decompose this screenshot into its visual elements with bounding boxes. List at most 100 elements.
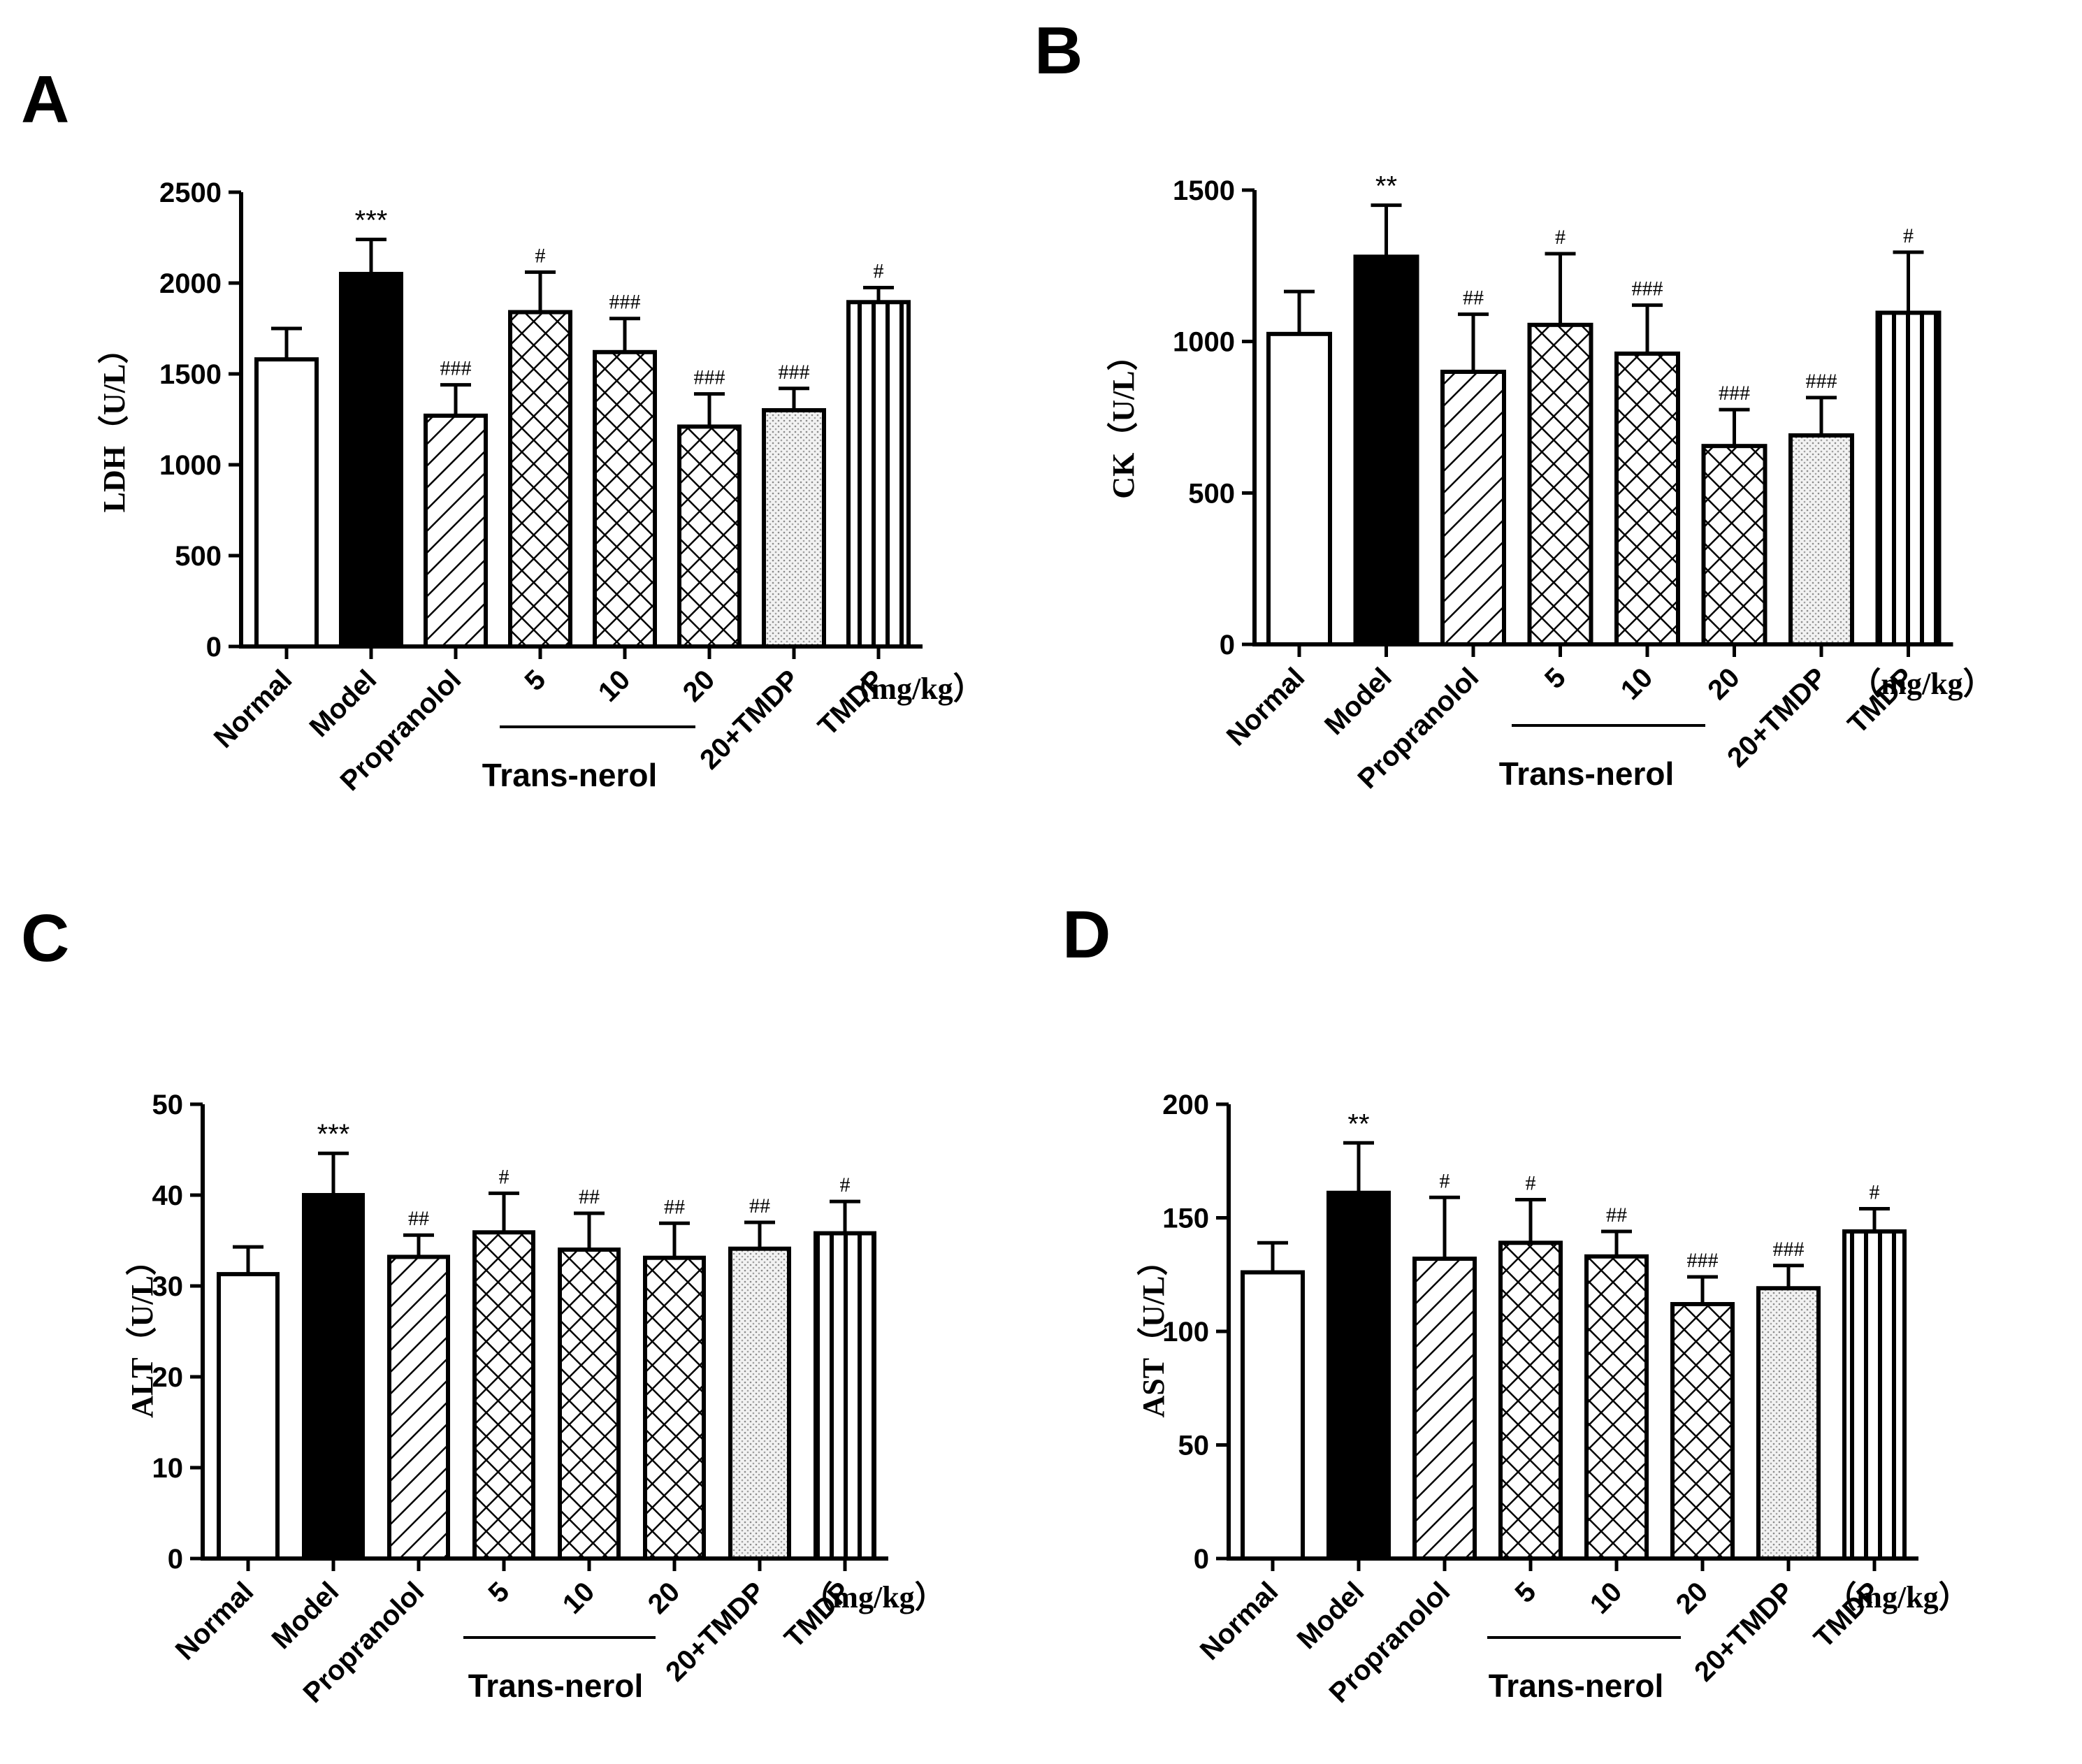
y-axis-label: ALT（U/L） [125,1245,159,1418]
y-axis-label: AST（U/L） [1136,1245,1171,1418]
significance-label: # [1870,1181,1880,1204]
panel-letter: D [1062,897,1111,972]
bar [424,413,488,649]
bar [387,1255,450,1561]
unit-label: （mg/kg） [802,1580,945,1614]
unit-label: （mg/kg） [1826,1580,1969,1614]
bar [1614,352,1680,646]
bar [254,357,319,649]
bar [1266,331,1332,646]
chart-panel-a: A 0 500 1000 1500 2000 2500 LDH（U/L） Normal Model… [21,62,984,797]
bar [593,349,657,649]
y-tick-label: 0 [1194,1544,1209,1575]
significance-label: # [1526,1172,1536,1195]
bar [339,272,403,649]
significance-label: ### [1806,370,1837,393]
y-tick-label: 0 [206,632,222,663]
x-tick-label: 10 [557,1576,601,1620]
bar [1412,1257,1477,1561]
bar [1842,1229,1907,1561]
y-tick-label: 10 [152,1453,184,1484]
y-tick-label: 100 [1162,1317,1209,1347]
y-tick-label: 500 [1188,478,1235,509]
bar [762,408,826,649]
unit-label: （mg/kg） [1850,667,1993,701]
bar [814,1231,876,1561]
y-tick-label: 200 [1162,1090,1209,1120]
panel-letter: C [21,901,69,976]
x-tick-label: 10 [593,664,637,708]
significance-label: # [535,244,546,267]
significance-label: ## [408,1207,429,1230]
significance-label: # [874,260,884,283]
y-tick-label: 1500 [1173,175,1235,206]
panel-letter: B [1034,13,1083,88]
bar [846,300,911,649]
x-tick-label: 20 [642,1576,686,1620]
significance-label: ### [1632,277,1663,301]
significance-label: # [840,1173,851,1197]
bar [217,1272,280,1561]
significance-label: ## [664,1195,685,1218]
y-tick-label: 2500 [159,178,222,208]
significance-label: ### [440,357,472,380]
bar [1326,1190,1391,1561]
y-tick-label: 40 [152,1180,184,1211]
y-tick-label: 20 [152,1362,184,1393]
x-tick-label: 20 [677,664,721,708]
significance-label: ### [1719,382,1750,405]
bar [1527,322,1593,646]
y-tick-label: 1000 [1173,327,1235,358]
bar [302,1193,365,1561]
significance-label: ** [1375,171,1397,202]
y-axis-label: LDH（U/L） [97,333,131,513]
x-tick-label: 20 [1702,662,1746,706]
x-tick-label: Normal [1221,662,1311,752]
bar [643,1255,706,1561]
x-tick-label: Model [1319,662,1398,741]
y-tick-label: 50 [152,1090,184,1120]
y-tick-label: 500 [175,541,222,572]
group-label: Trans-nerol [1489,1668,1664,1704]
x-tick-label: 10 [1615,662,1659,706]
significance-label: ### [1687,1249,1719,1272]
bar [472,1230,535,1561]
x-tick-label: 5 [483,1576,516,1609]
panel-letter: A [21,62,69,137]
significance-label: ## [579,1185,600,1208]
y-axis-label: CK（U/L） [1106,340,1141,498]
bar [1788,433,1854,646]
bar [677,424,742,649]
significance-label: *** [317,1119,350,1150]
significance-label: ## [1463,287,1484,310]
significance-label: ### [694,366,725,389]
group-label: Trans-nerol [1499,756,1675,792]
significance-label: # [1440,1169,1450,1192]
bar [1353,254,1419,647]
significance-label: ## [749,1194,770,1217]
y-tick-label: 1000 [159,450,222,481]
x-tick-label: Normal [208,664,298,754]
significance-label: ### [609,291,641,314]
x-tick-label: Normal [170,1576,260,1666]
bar [1875,310,1942,646]
y-tick-label: 30 [152,1271,184,1302]
y-tick-label: 2000 [159,268,222,299]
significance-label: # [1555,226,1566,249]
y-tick-label: 50 [1178,1431,1210,1461]
bar [1241,1270,1305,1561]
y-tick-label: 150 [1162,1203,1209,1234]
bar [1584,1254,1649,1561]
x-tick-label: Normal [1194,1576,1285,1666]
significance-label: # [499,1165,509,1188]
bar [558,1248,621,1561]
significance-label: ## [1606,1203,1627,1227]
y-tick-label: 1500 [159,359,222,390]
y-tick-label: 0 [168,1544,183,1575]
significance-label: ### [1773,1238,1805,1261]
bar [1440,370,1506,646]
significance-label: # [1903,224,1914,247]
bar [1756,1286,1821,1561]
x-tick-label: 5 [1510,1576,1542,1609]
